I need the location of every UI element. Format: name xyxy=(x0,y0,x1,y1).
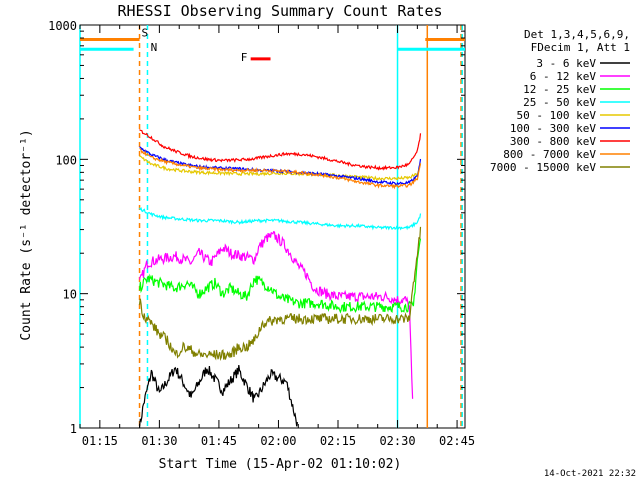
y-tick-label: 10 xyxy=(63,288,77,302)
legend-header: Det 1,3,4,5,6,9, xyxy=(524,28,630,41)
annotation-f: F xyxy=(241,51,248,64)
x-tick-label: 01:30 xyxy=(141,434,177,448)
x-tick-label: 02:00 xyxy=(260,434,296,448)
legend-header: FDecim 1, Att 1 xyxy=(531,41,630,54)
legend-entry-label: 6 - 12 keV xyxy=(530,70,597,83)
x-tick-label: 01:45 xyxy=(201,434,237,448)
legend-entry-label: 25 - 50 keV xyxy=(523,96,596,109)
timestamp: 14-Oct-2021 22:32 xyxy=(544,469,636,479)
legend-entry-label: 12 - 25 keV xyxy=(523,83,596,96)
y-tick-label: 1000 xyxy=(48,19,77,33)
series-line-1 xyxy=(138,365,299,429)
legend-entry-label: 800 - 7000 keV xyxy=(503,148,596,161)
legend: Det 1,3,4,5,6,9,FDecim 1, Att 1 3 - 6 keV… xyxy=(490,28,630,174)
series-line-7 xyxy=(139,129,422,171)
x-tick-label: 02:45 xyxy=(439,434,475,448)
flag-lines: SN F xyxy=(80,27,465,64)
series-line-9 xyxy=(138,226,422,361)
y-tick-label: 1 xyxy=(70,422,77,436)
legend-entry-label: 7000 - 15000 keV xyxy=(490,161,596,174)
legend-entry-label: 3 - 6 keV xyxy=(536,57,596,70)
series-group xyxy=(138,129,422,429)
chart-title: RHESSI Observing Summary Count Rates xyxy=(117,2,442,20)
series-line-4 xyxy=(138,206,422,231)
legend-entry-label: 100 - 300 keV xyxy=(510,122,596,135)
series-line-3 xyxy=(138,238,422,314)
x-tick-label: 01:15 xyxy=(82,434,118,448)
x-tick-label: 02:15 xyxy=(320,434,356,448)
axes: 1 10 100 1000 01:15 01:30 01:45 02:00 02:15 02:30… xyxy=(48,19,475,448)
annotation-s: S xyxy=(142,27,149,40)
annotation-n: N xyxy=(151,41,158,54)
vertical-markers xyxy=(79,25,463,428)
x-axis-label: Start Time (15-Apr-02 01:10:02) xyxy=(159,457,402,472)
series-line-8 xyxy=(139,147,422,190)
series-line-2 xyxy=(138,230,414,399)
legend-entry-label: 50 - 100 keV xyxy=(517,109,597,122)
series-line-5 xyxy=(139,155,422,182)
y-axis-label: Count Rate (s⁻¹ detector⁻¹) xyxy=(19,129,34,340)
legend-entry-label: 300 - 800 keV xyxy=(510,135,596,148)
y-tick-label: 100 xyxy=(55,153,77,167)
x-tick-label: 02:30 xyxy=(379,434,415,448)
